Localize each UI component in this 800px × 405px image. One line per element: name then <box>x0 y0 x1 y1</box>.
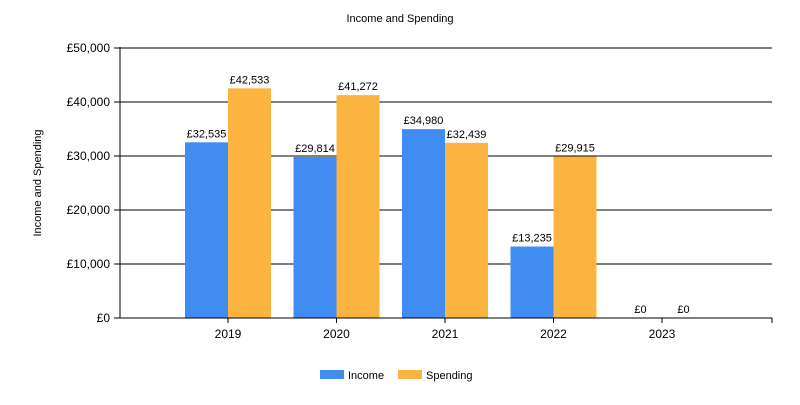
x-tick-label: 2023 <box>649 327 676 341</box>
y-tick-label: £0 <box>97 311 111 325</box>
x-tick-label: 2019 <box>215 327 242 341</box>
bar-income-2022 <box>510 246 554 318</box>
data-label-income-2020: £29,814 <box>295 143 335 155</box>
bars <box>185 88 597 319</box>
y-axis-label: Income and Spending <box>32 129 44 236</box>
bar-income-2020 <box>293 157 337 318</box>
legend-swatch-spending <box>398 370 422 379</box>
legend: Income Spending <box>320 370 473 382</box>
data-label-spending-2022: £29,915 <box>555 142 595 154</box>
y-tick-label: £10,000 <box>67 257 111 271</box>
data-label-income-2021: £34,980 <box>404 115 444 127</box>
bar-spending-2020 <box>336 95 380 319</box>
y-tick-label: £50,000 <box>67 41 111 55</box>
x-tick-label: 2021 <box>432 327 459 341</box>
data-label-spending-2023: £0 <box>677 304 689 316</box>
y-tick-label: £40,000 <box>67 95 111 109</box>
data-label-spending-2021: £32,439 <box>447 129 487 141</box>
y-tick-label: £30,000 <box>67 149 111 163</box>
bar-income-2019 <box>185 142 228 318</box>
x-tick-label: 2022 <box>540 327 567 341</box>
chart-title: Income and Spending <box>346 13 453 25</box>
bar-spending-2019 <box>228 88 271 318</box>
labels: £0 £10,000 £20,000 £30,000 £40,000 £50,000 201… <box>67 41 690 341</box>
data-label-income-2022: £13,235 <box>512 233 552 245</box>
data-label-income-2019: £32,535 <box>187 128 227 140</box>
bar-spending-2022 <box>553 156 597 318</box>
data-label-spending-2020: £41,272 <box>338 81 378 93</box>
legend-label-spending: Spending <box>426 370 473 382</box>
x-tick-label: 2020 <box>323 327 350 341</box>
legend-label-income: Income <box>348 370 384 382</box>
legend-swatch-income <box>320 370 344 379</box>
bar-spending-2021 <box>445 142 488 318</box>
y-tick-label: £20,000 <box>67 203 111 217</box>
data-label-income-2023: £0 <box>634 304 646 316</box>
data-label-spending-2019: £42,533 <box>230 74 270 86</box>
axes <box>114 47 773 323</box>
bar-income-2021 <box>402 129 445 318</box>
